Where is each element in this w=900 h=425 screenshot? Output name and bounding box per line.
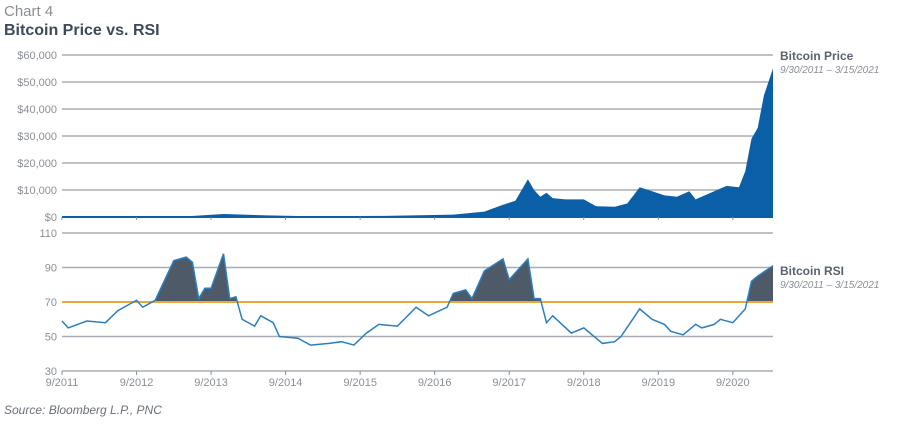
rsi-line: [61, 253, 774, 346]
price-y-tick-label: $20,000: [17, 158, 57, 170]
rsi-y-tick-label: 30: [45, 366, 57, 378]
price-y-tick-label: $30,000: [17, 131, 57, 143]
x-tick-label: 9/2011: [46, 377, 79, 389]
price-area: [62, 68, 773, 217]
rsi-y-tick-label: 50: [45, 332, 57, 344]
price-y-tick-label: $60,000: [17, 50, 57, 62]
rsi-y-tick-label: 110: [39, 228, 57, 240]
legend-price-range: 9/30/2011 – 3/15/2021: [780, 65, 880, 76]
price-y-tick-label: $50,000: [17, 77, 57, 89]
x-tick-label: 9/2015: [343, 377, 377, 389]
x-tick-label: 9/2012: [120, 377, 154, 389]
x-tick-label: 9/2013: [194, 377, 228, 389]
legend-price-name: Bitcoin Price: [780, 49, 854, 63]
x-tick-label: 9/2020: [716, 377, 750, 389]
legend-rsi-range: 9/30/2011 – 3/15/2021: [780, 280, 880, 291]
price-y-tick-label: $0: [45, 212, 57, 224]
rsi-y-tick-label: 70: [45, 297, 57, 309]
x-tick-label: 9/2014: [269, 377, 303, 389]
rsi-y-tick-label: 90: [45, 263, 57, 275]
x-tick-label: 9/2018: [567, 377, 601, 389]
chart-label: Chart 4: [4, 3, 54, 20]
x-tick-label: 9/2016: [418, 377, 452, 389]
x-tick-label: 9/2017: [492, 377, 526, 389]
source-note: Source: Bloomberg L.P., PNC: [4, 403, 162, 417]
legend-rsi-name: Bitcoin RSI: [780, 264, 845, 278]
price-y-tick-label: $10,000: [17, 185, 57, 197]
price-y-tick-label: $40,000: [17, 104, 57, 116]
chart-title: Bitcoin Price vs. RSI: [4, 22, 160, 39]
x-tick-label: 9/2019: [641, 377, 675, 389]
